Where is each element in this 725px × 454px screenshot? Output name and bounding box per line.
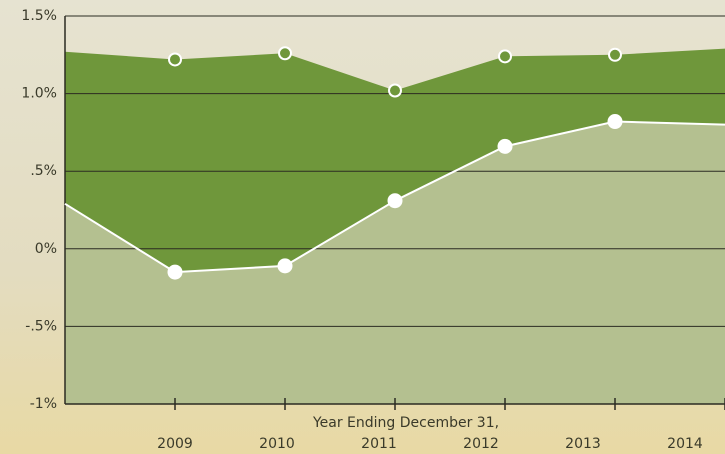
y-tick-label: 1.5%: [21, 8, 57, 24]
chart: -1% -.5% 0% .5% 1.0% 1.5% 2009 2010 2011 2012 2013…: [0, 0, 725, 454]
marker: [278, 258, 293, 273]
y-tick-label: -1%: [30, 396, 57, 412]
y-tick-label: .5%: [30, 163, 57, 179]
y-tick-label: 0%: [35, 241, 57, 257]
y-tick-label: 1.0%: [21, 86, 57, 102]
marker: [608, 114, 623, 129]
marker: [169, 53, 181, 65]
y-tick-label: -.5%: [25, 318, 57, 334]
x-tick-label: 2014: [667, 436, 703, 452]
x-tick-label: 2010: [259, 436, 295, 452]
marker: [499, 50, 511, 62]
x-tick-label: 2012: [463, 436, 499, 452]
x-tick-label: 2009: [157, 436, 193, 452]
x-tick-label: 2011: [361, 436, 397, 452]
marker: [609, 49, 621, 61]
marker: [389, 84, 401, 96]
marker: [498, 139, 513, 154]
x-tick-label: 2013: [565, 436, 601, 452]
marker: [168, 265, 183, 280]
x-axis-title: Year Ending December 31,: [312, 415, 499, 431]
marker: [388, 193, 403, 208]
marker: [279, 47, 291, 59]
